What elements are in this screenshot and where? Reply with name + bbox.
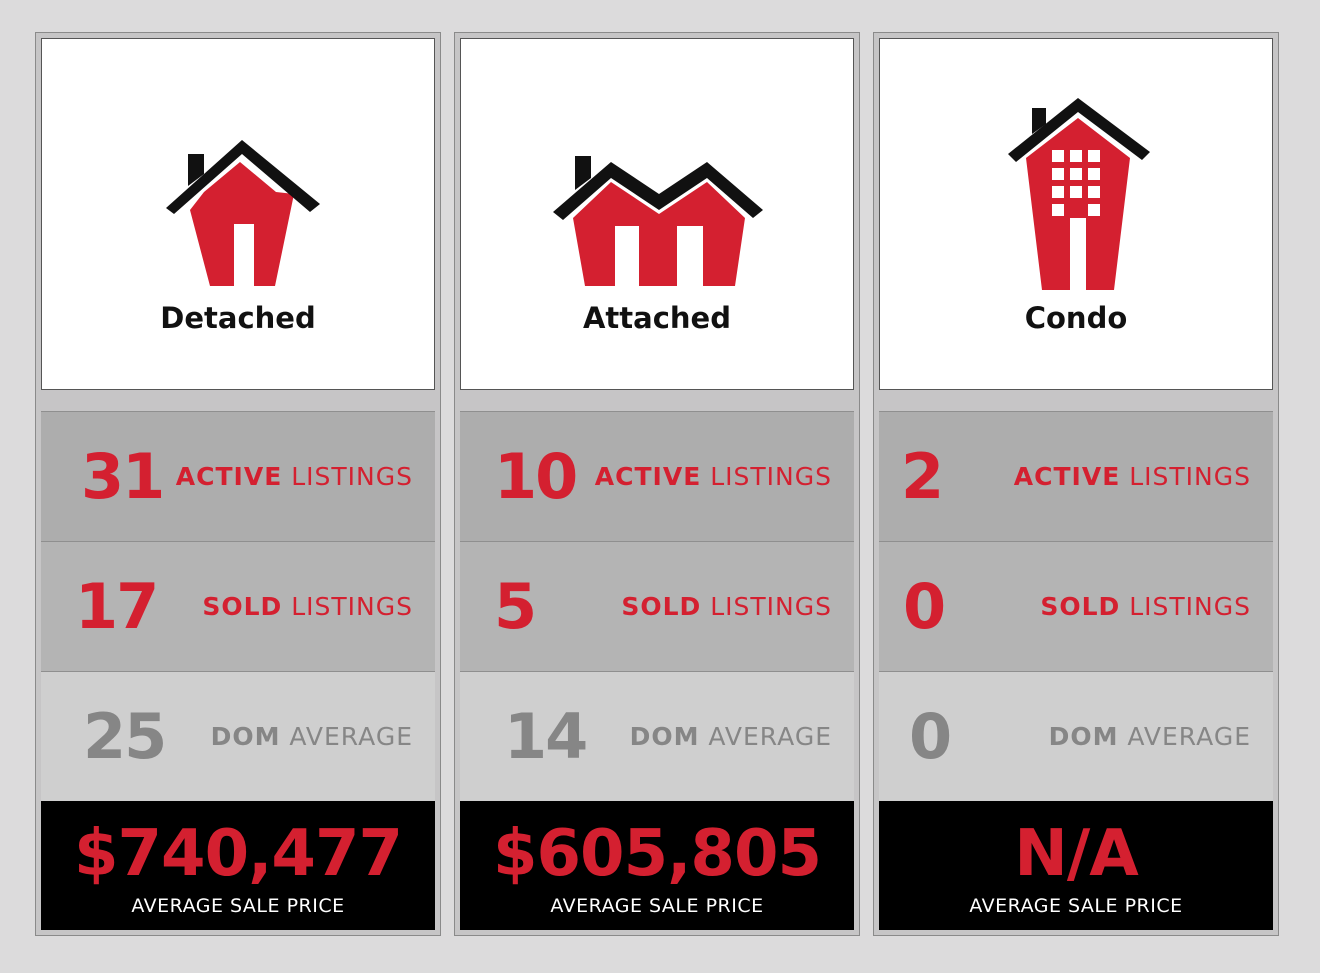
sold-count: 17 xyxy=(75,570,159,643)
sold-listings-row: 5 SOLD LISTINGS xyxy=(460,541,854,671)
average-sale-price-caption: AVERAGE SALE PRICE xyxy=(550,895,764,917)
active-listings-row: 31 ACTIVE LISTINGS xyxy=(41,411,435,541)
average-sale-price-value: N/A xyxy=(1014,817,1138,891)
dom-label: DOM AVERAGE xyxy=(210,722,413,751)
attached-house-icon xyxy=(553,156,763,286)
sold-count: 0 xyxy=(903,570,946,643)
active-label: ACTIVE LISTINGS xyxy=(594,462,832,491)
sold-listings-row: 0 SOLD LISTINGS xyxy=(879,541,1273,671)
dom-value: 14 xyxy=(504,700,588,773)
card-attached: Attached 10 ACTIVE LISTINGS 5 SOLD LISTI… xyxy=(454,32,860,936)
active-label: ACTIVE LISTINGS xyxy=(175,462,413,491)
condo-building-icon xyxy=(1008,98,1150,290)
card-condo: Condo 2 ACTIVE LISTINGS 0 SOLD LISTINGS … xyxy=(873,32,1279,936)
sold-label: SOLD LISTINGS xyxy=(1040,592,1251,621)
hero-panel: Detached xyxy=(41,38,435,390)
property-type-label: Condo xyxy=(1024,301,1128,335)
dom-average-row: 14 DOM AVERAGE xyxy=(460,671,854,801)
average-sale-price-value: $605,805 xyxy=(492,817,822,891)
hero-panel: Attached xyxy=(460,38,854,390)
sold-count: 5 xyxy=(494,570,537,643)
active-listings-row: 2 ACTIVE LISTINGS xyxy=(879,411,1273,541)
property-type-label: Attached xyxy=(582,301,731,335)
active-label: ACTIVE LISTINGS xyxy=(1013,462,1251,491)
detached-house-icon xyxy=(166,140,320,286)
dom-label: DOM AVERAGE xyxy=(629,722,832,751)
active-count: 2 xyxy=(901,440,944,513)
dom-average-row: 25 DOM AVERAGE xyxy=(41,671,435,801)
dom-average-row: 0 DOM AVERAGE xyxy=(879,671,1273,801)
active-count: 31 xyxy=(81,440,165,513)
average-sale-price-panel: $740,477 AVERAGE SALE PRICE xyxy=(41,801,435,930)
sold-label: SOLD LISTINGS xyxy=(621,592,832,621)
sold-label: SOLD LISTINGS xyxy=(202,592,413,621)
dom-label: DOM AVERAGE xyxy=(1048,722,1251,751)
dom-value: 25 xyxy=(83,700,167,773)
average-sale-price-caption: AVERAGE SALE PRICE xyxy=(969,895,1183,917)
property-type-label: Detached xyxy=(160,301,316,335)
hero-panel: Condo xyxy=(879,38,1273,390)
average-sale-price-value: $740,477 xyxy=(73,817,403,891)
active-count: 10 xyxy=(494,440,578,513)
average-sale-price-panel: N/A AVERAGE SALE PRICE xyxy=(879,801,1273,930)
dom-value: 0 xyxy=(909,700,952,773)
average-sale-price-caption: AVERAGE SALE PRICE xyxy=(131,895,345,917)
average-sale-price-panel: $605,805 AVERAGE SALE PRICE xyxy=(460,801,854,930)
card-detached: Detached 31 ACTIVE LISTINGS 17 SOLD LIST… xyxy=(35,32,441,936)
active-listings-row: 10 ACTIVE LISTINGS xyxy=(460,411,854,541)
sold-listings-row: 17 SOLD LISTINGS xyxy=(41,541,435,671)
